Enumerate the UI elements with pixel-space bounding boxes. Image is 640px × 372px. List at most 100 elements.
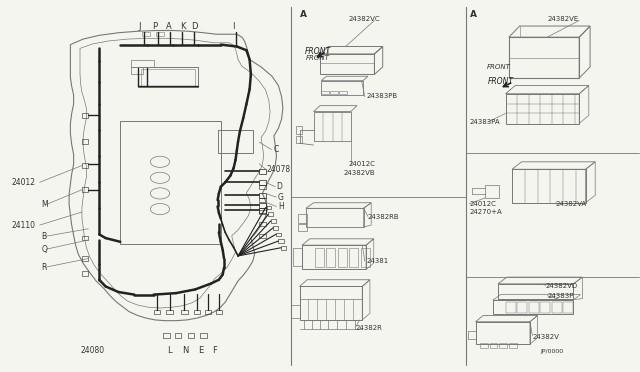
Bar (296, 126, 302, 134)
Text: FRONT: FRONT (305, 47, 331, 56)
Text: 24080: 24080 (81, 346, 105, 355)
Text: 24012C: 24012C (349, 161, 376, 167)
Bar (194, 310, 200, 314)
Text: J: J (138, 22, 141, 31)
Text: R: R (42, 263, 47, 272)
Bar (493, 300, 573, 314)
Text: 24382VB: 24382VB (343, 170, 374, 176)
Bar (298, 224, 307, 231)
Bar (142, 32, 150, 36)
Bar (181, 310, 188, 314)
Text: 24110: 24110 (12, 221, 35, 230)
Text: 24383P: 24383P (547, 293, 573, 299)
Bar (293, 248, 302, 266)
Bar (259, 234, 266, 238)
Text: H: H (278, 202, 284, 211)
Bar (529, 302, 539, 313)
Bar (552, 302, 562, 313)
Text: I: I (232, 22, 235, 31)
Text: A: A (166, 22, 171, 31)
Bar (506, 94, 579, 124)
Text: 24382V: 24382V (532, 334, 559, 340)
Bar (349, 248, 358, 267)
Text: K: K (180, 22, 185, 31)
Text: P: P (152, 22, 157, 31)
Bar (259, 198, 266, 202)
Bar (512, 169, 586, 203)
Bar (82, 163, 88, 168)
Bar (338, 248, 347, 267)
Bar (82, 236, 88, 240)
Bar (563, 302, 573, 313)
Text: FRONT: FRONT (306, 55, 330, 61)
Bar (259, 193, 266, 198)
Bar (268, 212, 273, 216)
Text: C: C (274, 145, 279, 154)
Bar (281, 246, 286, 250)
Bar (266, 206, 271, 209)
Text: G: G (278, 193, 284, 202)
Bar (82, 187, 88, 192)
Text: 24383PA: 24383PA (469, 119, 500, 125)
Bar (321, 91, 329, 94)
Text: D: D (191, 22, 197, 31)
Bar (259, 203, 266, 208)
Bar (131, 60, 154, 67)
Bar (296, 136, 302, 143)
Bar (278, 239, 284, 243)
Text: 24382RB: 24382RB (368, 214, 399, 219)
Text: 24381: 24381 (366, 258, 388, 264)
Text: 24382VE: 24382VE (547, 16, 579, 22)
Bar (259, 180, 266, 185)
Bar (216, 310, 222, 314)
Bar (156, 32, 164, 36)
Bar (82, 113, 88, 118)
Text: A: A (470, 10, 477, 19)
Text: 24382VA: 24382VA (556, 201, 587, 207)
Bar (498, 284, 573, 299)
Bar (330, 91, 338, 94)
Bar (218, 130, 253, 153)
Bar (120, 121, 221, 244)
Text: E: E (198, 346, 203, 355)
Bar (82, 256, 88, 261)
Bar (300, 286, 362, 299)
Bar (259, 185, 266, 189)
Bar (480, 343, 488, 348)
Text: 24012: 24012 (12, 178, 35, 187)
Text: M: M (42, 200, 48, 209)
Bar (314, 112, 351, 141)
Bar (175, 333, 181, 338)
Bar (154, 310, 160, 314)
Text: FRONT: FRONT (488, 77, 514, 86)
Bar (131, 67, 143, 74)
Text: 24078: 24078 (266, 165, 291, 174)
Bar (82, 139, 88, 144)
Bar (339, 91, 347, 94)
Bar (273, 226, 278, 230)
Bar (291, 305, 300, 318)
Bar (298, 214, 307, 223)
Bar (205, 310, 211, 314)
Bar (306, 208, 364, 227)
Bar (490, 343, 497, 348)
Bar (138, 67, 198, 87)
Bar (361, 248, 370, 267)
Bar (276, 232, 281, 236)
Bar (517, 302, 527, 313)
Text: N: N (182, 346, 189, 355)
Text: 24382VC: 24382VC (349, 16, 380, 22)
Text: 24270+A: 24270+A (469, 209, 502, 215)
Bar (499, 343, 507, 348)
Bar (506, 302, 516, 313)
Text: B: B (42, 232, 47, 241)
Bar (259, 222, 266, 226)
Bar (166, 310, 173, 314)
Bar (163, 333, 170, 338)
Text: F: F (212, 346, 217, 355)
Bar (509, 37, 579, 78)
Text: JP/0000: JP/0000 (541, 349, 564, 354)
Bar (315, 248, 324, 267)
Bar (271, 219, 276, 223)
Bar (326, 248, 335, 267)
